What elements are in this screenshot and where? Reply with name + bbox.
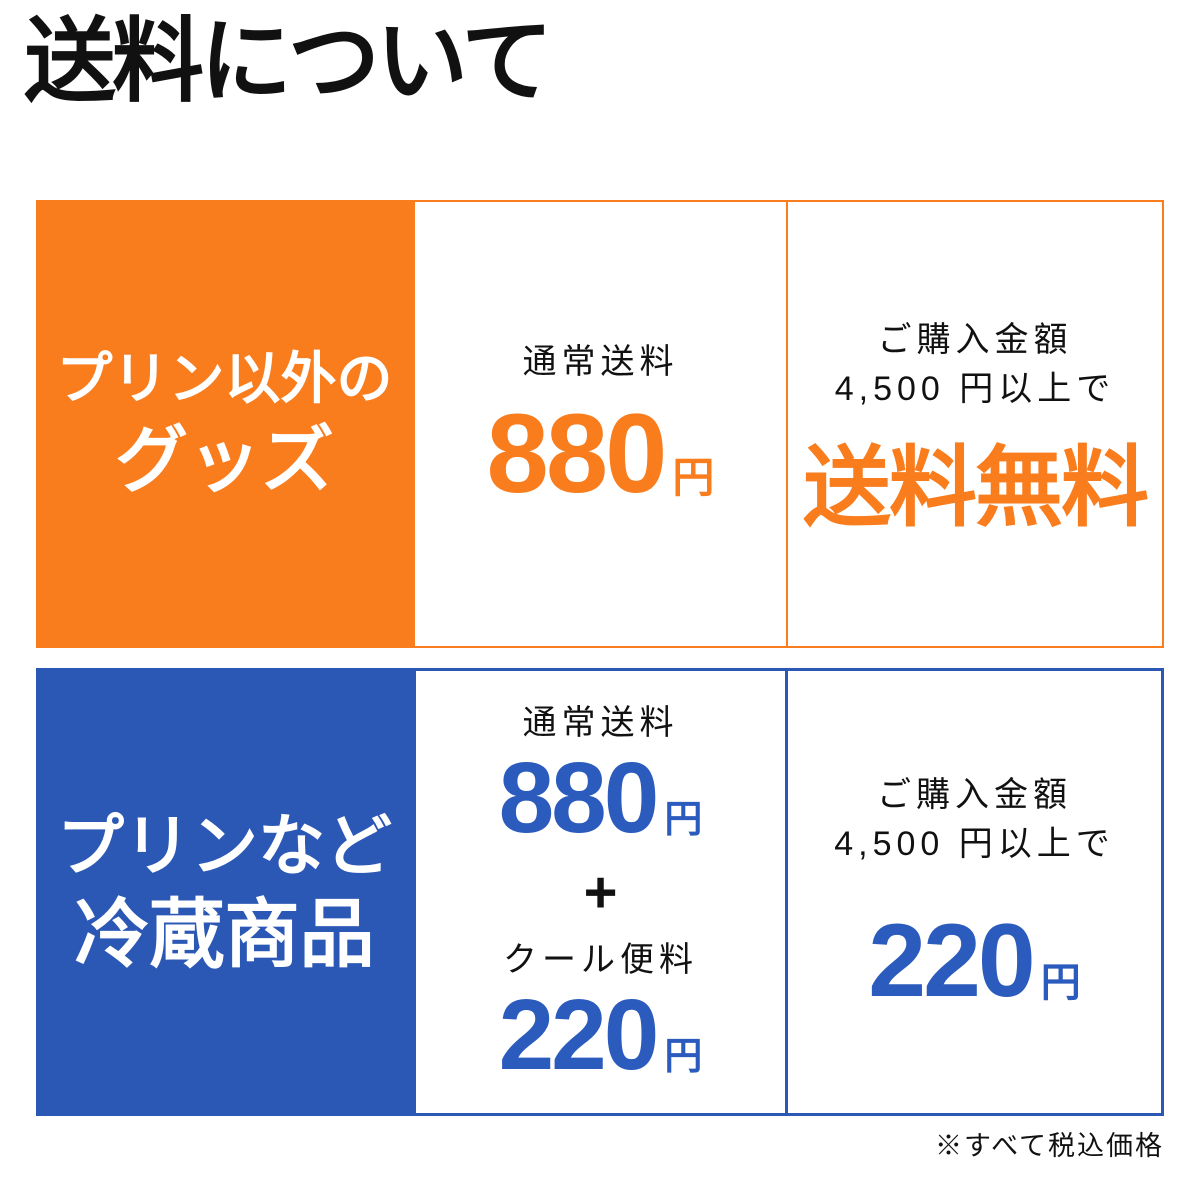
- goods-price-unit: 円: [672, 453, 715, 501]
- chilled-label-line1: プリンなど: [57, 809, 392, 885]
- goods-shipping-price: 880 円: [486, 390, 715, 516]
- goods-condition-line1: ご購入金額: [877, 320, 1073, 359]
- chilled-label-cell: プリンなど 冷蔵商品: [36, 668, 413, 1116]
- goods-price-value: 880: [486, 390, 668, 516]
- chilled-shipping-header: 通常送料: [522, 703, 679, 742]
- chilled-condition-price-value: 220: [868, 903, 1036, 1020]
- goods-shipping-header: 通常送料: [522, 343, 679, 382]
- goods-detail-cells: 通常送料 880 円 ご購入金額 4,500 円以上で 送料無料: [413, 200, 1164, 648]
- page-title: 送料について: [24, 11, 553, 113]
- chilled-label-line2: 冷蔵商品: [74, 892, 375, 977]
- chilled-condition-line2: 4,500 円以上で: [834, 825, 1115, 863]
- chilled-condition-price: 220 円: [868, 909, 1081, 1013]
- goods-free-shipping-text: 送料無料: [802, 438, 1149, 538]
- chilled-shipping-cell: 通常送料 880 円 + クール便料 220 円: [416, 671, 788, 1113]
- chilled-condition-price-unit: 円: [1040, 961, 1081, 1006]
- chilled-cool-fee-price: 220 円: [499, 985, 703, 1085]
- chilled-condition-line1: ご購入金額: [877, 775, 1072, 814]
- goods-condition-cell: ご購入金額 4,500 円以上で 送料無料: [788, 202, 1162, 646]
- goods-label-line2: グッズ: [115, 420, 334, 502]
- chilled-price-value: 880: [498, 742, 660, 854]
- chilled-cool-fee-unit: 円: [664, 1036, 703, 1079]
- plus-icon: +: [583, 860, 618, 925]
- chilled-detail-cells: 通常送料 880 円 + クール便料 220 円 ご購入金額 4,500 円以上…: [413, 668, 1164, 1116]
- shipping-row-goods: プリン以外の グッズ 通常送料 880 円 ご購入金額 4,500 円以上で 送…: [36, 200, 1164, 648]
- chilled-cool-fee-header: クール便料: [503, 941, 698, 979]
- tax-included-footnote: ※すべて税込価格: [934, 1131, 1164, 1161]
- shipping-row-chilled: プリンなど 冷蔵商品 通常送料 880 円 + クール便料 220 円 ご購入金…: [36, 668, 1164, 1116]
- chilled-cool-fee-value: 220: [498, 979, 660, 1092]
- chilled-shipping-price: 880 円: [499, 748, 703, 848]
- chilled-price-unit: 円: [664, 799, 703, 841]
- goods-shipping-cell: 通常送料 880 円: [415, 202, 788, 646]
- chilled-condition-cell: ご購入金額 4,500 円以上で 220 円: [788, 671, 1161, 1113]
- goods-condition-line2: 4,500 円以上で: [834, 370, 1116, 408]
- goods-label-line1: プリン以外の: [56, 346, 393, 410]
- goods-label-cell: プリン以外の グッズ: [36, 200, 413, 648]
